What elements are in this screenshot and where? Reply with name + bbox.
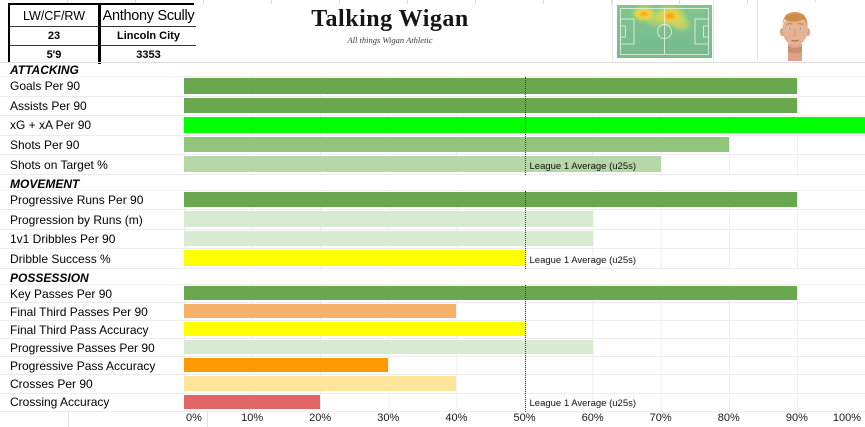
- chart-row: Assists Per 90: [0, 96, 865, 117]
- player-minutes-cell: 3353: [101, 46, 196, 64]
- masthead: Talking Wigan All things Wigan Athletic: [230, 5, 550, 45]
- row-label: Crossing Accuracy: [10, 395, 110, 410]
- percentile-bar: [184, 136, 729, 153]
- row-label: Goals Per 90: [10, 79, 81, 94]
- x-axis-tick: 0%: [186, 412, 202, 424]
- player-position-cell: LW/CF/RW: [10, 5, 101, 27]
- chart-row: Dribble Success %: [0, 249, 865, 269]
- chart-row: Shots Per 90: [0, 135, 865, 156]
- sheet-gridline: [612, 0, 613, 62]
- x-axis-tick: 30%: [377, 412, 400, 424]
- row-label: Final Third Pass Accuracy: [10, 322, 149, 337]
- player-info-table: LW/CF/RW Anthony Scully 23 Lincoln City …: [8, 3, 196, 64]
- x-axis-tick: 20%: [309, 412, 332, 424]
- player-height-cell: 5'9: [10, 46, 101, 64]
- chart-row: Final Third Passes Per 90: [0, 303, 865, 322]
- percentile-bar: [184, 78, 797, 94]
- x-axis-tick: 90%: [785, 412, 808, 424]
- percentile-bar: [184, 376, 457, 391]
- x-axis-tick: 10%: [241, 412, 264, 424]
- percentile-bar: [184, 250, 525, 266]
- league-average-line: [524, 190, 526, 269]
- percentile-bar: [184, 97, 797, 114]
- chart-row: Progression by Runs (m): [0, 210, 865, 230]
- player-name-cell: Anthony Scully: [101, 5, 196, 27]
- percentile-chart: ATTACKING Goals Per 90 Assists Per 90 xG + …: [0, 62, 865, 412]
- row-label: 1v1 Dribbles Per 90: [10, 232, 116, 247]
- x-axis: 0% 10% 20% 30% 40% 50% 60% 70% 80% 90% 100%: [0, 411, 865, 427]
- percentile-bar: [184, 394, 321, 409]
- chart-row: Progressive Passes Per 90: [0, 339, 865, 358]
- row-label: Progressive Passes Per 90: [10, 340, 155, 355]
- sheet-gridline: [68, 411, 69, 427]
- percentile-bar: [184, 285, 797, 301]
- percentile-bar: [184, 156, 661, 172]
- league-average-line: [524, 284, 526, 412]
- chart-section-possession: POSSESSION Key Passes Per 90 Final Third P…: [0, 271, 865, 412]
- page-title: Talking Wigan: [311, 6, 469, 32]
- league-average-label: League 1 Average (u25s): [529, 160, 637, 172]
- row-label: Shots Per 90: [10, 138, 80, 153]
- chart-section-attacking: ATTACKING Goals Per 90 Assists Per 90 xG + …: [0, 63, 865, 175]
- chart-row: Crosses Per 90: [0, 375, 865, 394]
- percentile-bar: [184, 340, 593, 355]
- chart-row: Final Third Pass Accuracy: [0, 321, 865, 340]
- percentile-bar: [184, 322, 525, 337]
- row-label: Key Passes Per 90: [10, 286, 113, 301]
- chart-row: Shots on Target %: [0, 155, 865, 175]
- chart-row: Progressive Runs Per 90: [0, 190, 865, 211]
- pitch-heatmap: [617, 5, 712, 58]
- chart-row: xG + xA Per 90: [0, 116, 865, 136]
- row-label: Assists Per 90: [10, 98, 87, 113]
- league-average-label: League 1 Average (u25s): [529, 254, 637, 266]
- row-label: Crosses Per 90: [10, 376, 93, 391]
- row-label: xG + xA Per 90: [10, 118, 92, 133]
- section-title: ATTACKING: [0, 63, 865, 77]
- sheet-gridline: [757, 0, 758, 62]
- row-label: Shots on Target %: [10, 157, 108, 172]
- row-label: Dribble Success %: [10, 251, 111, 266]
- x-axis-tick: 40%: [445, 412, 468, 424]
- chart-row: Progressive Pass Accuracy: [0, 357, 865, 376]
- x-axis-tick: 100%: [832, 412, 862, 424]
- player-club-cell: Lincoln City: [101, 27, 196, 46]
- chart-row: 1v1 Dribbles Per 90: [0, 229, 865, 250]
- page-subtitle: All things Wigan Athletic: [347, 35, 433, 45]
- row-label: Final Third Passes Per 90: [10, 304, 148, 319]
- x-axis-tick: 60%: [581, 412, 604, 424]
- x-axis-tick: 70%: [649, 412, 672, 424]
- x-axis-tick: 50%: [513, 412, 536, 424]
- chart-row: Goals Per 90: [0, 77, 865, 97]
- section-title: POSSESSION: [0, 271, 865, 285]
- percentile-bar: [184, 358, 389, 373]
- section-title: MOVEMENT: [0, 177, 865, 191]
- league-average-line: [524, 77, 526, 175]
- chart-row: Crossing Accuracy: [0, 393, 865, 412]
- player-age-cell: 23: [10, 27, 101, 46]
- sheet-gridline: [713, 0, 714, 62]
- row-label: Progression by Runs (m): [10, 212, 143, 227]
- sheet-gridline-stubs: [0, 0, 865, 4]
- percentile-bar: [184, 211, 593, 227]
- row-label: Progressive Runs Per 90: [10, 193, 144, 208]
- player-photo: [761, 2, 829, 61]
- x-axis-tick: 80%: [717, 412, 740, 424]
- percentile-bar: [184, 191, 797, 208]
- percentile-bar: [184, 304, 457, 319]
- percentile-bar: [184, 230, 593, 247]
- chart-row: Key Passes Per 90: [0, 284, 865, 304]
- league-average-label: League 1 Average (u25s): [529, 397, 637, 409]
- row-label: Progressive Pass Accuracy: [10, 358, 156, 373]
- sheet-gridline: [207, 411, 208, 427]
- chart-section-movement: MOVEMENT Progressive Runs Per 90 Progressi…: [0, 177, 865, 269]
